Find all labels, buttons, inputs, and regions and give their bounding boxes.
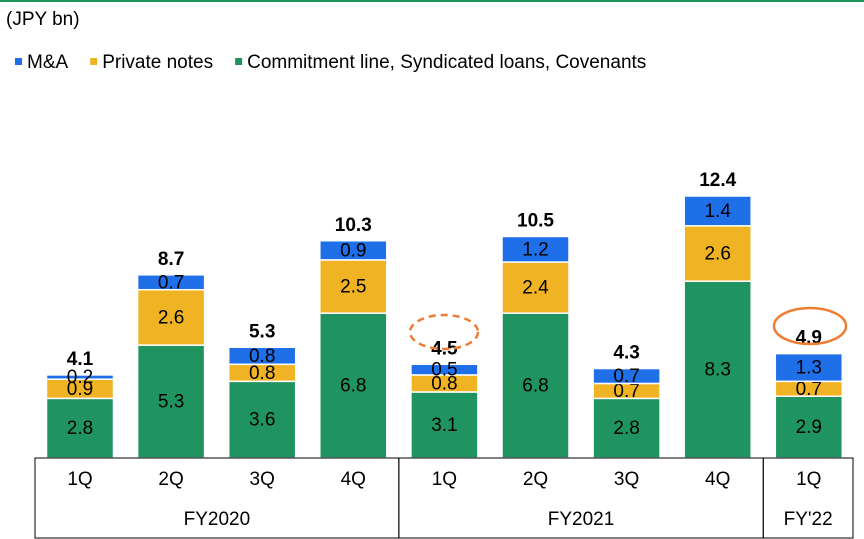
value-label: 2.5 [340,277,366,298]
x-tick-label: 3Q [250,469,275,490]
legend-label: Private notes [102,52,213,73]
value-label: 0.5 [431,360,457,381]
total-label: 4.3 [613,343,639,364]
bar-segment [136,274,206,291]
x-tick-label: 4Q [341,469,366,490]
value-label: 1.2 [522,239,548,260]
value-label: 1.3 [796,357,822,378]
bar-segment [136,288,206,346]
bar-segment [501,235,570,263]
total-label: 10.5 [517,210,554,231]
bar-segment [319,312,388,459]
x-tick-label: 2Q [523,469,548,490]
total-label: 8.7 [158,249,184,270]
bar-segment [592,367,661,385]
value-label: 0.7 [613,381,639,402]
legend: M&A Private notes Commitment line, Syndica… [15,52,646,73]
value-label: 0.9 [340,240,366,261]
bar-segment [319,259,388,314]
legend-swatch [15,58,22,65]
bar-segment [774,352,844,383]
bar-segment [683,225,752,282]
group-label: FY'22 [784,509,833,530]
x-tick-label: 1Q [67,469,92,490]
group-box [762,457,854,539]
bar-segment [683,280,752,459]
value-label: 2.4 [522,278,549,299]
value-label: 8.3 [704,360,730,381]
unit-label: (JPY bn) [6,9,80,30]
bar-segment [410,363,479,376]
total-label: 10.3 [335,215,372,236]
total-label: 4.9 [796,328,822,349]
value-label: 0.7 [796,379,822,400]
legend-swatch [235,58,243,65]
legend-label: M&A [27,52,69,73]
value-label: 0.8 [249,363,275,384]
total-label: 12.4 [699,170,736,191]
plot: 1Q2.80.90.24.12Q5.32.60.78.73Q3.60.80.85… [34,170,854,539]
highlight-dashed [408,313,480,351]
legend-label: Commitment line, Syndicated loans, Coven… [247,52,646,73]
value-label: 2.6 [704,244,730,265]
bar-segment [774,395,844,459]
total-label: 4.1 [67,349,94,370]
value-label: 2.9 [796,417,822,438]
value-label: 0.9 [67,379,93,400]
value-label: 3.6 [249,410,275,431]
x-tick-label: 4Q [705,469,730,490]
value-label: 0.8 [249,346,275,367]
legend-swatch [90,58,98,65]
x-tick-label: 3Q [614,469,639,490]
x-tick-label: 1Q [796,469,821,490]
bar-segment [319,239,388,261]
bar-segment [227,346,297,366]
bar-segment [683,195,752,227]
group-label: FY2021 [548,509,615,530]
value-label: 0.7 [158,272,184,293]
x-tick-label: 1Q [432,469,457,490]
value-label: 2.8 [613,418,639,439]
value-label: 6.8 [340,376,366,397]
highlight-circle [772,306,848,346]
value-label: 2.8 [67,418,93,439]
value-label: 6.8 [522,376,548,397]
bar-segment [592,397,661,459]
bar-segment [45,374,115,380]
bar-segment [227,380,297,459]
group-label: FY2020 [184,509,251,530]
bar-segment [136,344,206,459]
value-label: 1.4 [704,201,731,222]
total-label: 5.3 [249,321,275,342]
value-label: 3.1 [431,415,457,436]
value-label: 0.8 [431,373,457,394]
value-label: 5.3 [158,392,184,413]
value-label: 0.7 [613,366,639,387]
x-tick-label: 2Q [158,469,183,490]
bar-segment [501,261,570,314]
value-label: 2.6 [158,307,184,328]
value-label: 0.2 [67,367,93,388]
